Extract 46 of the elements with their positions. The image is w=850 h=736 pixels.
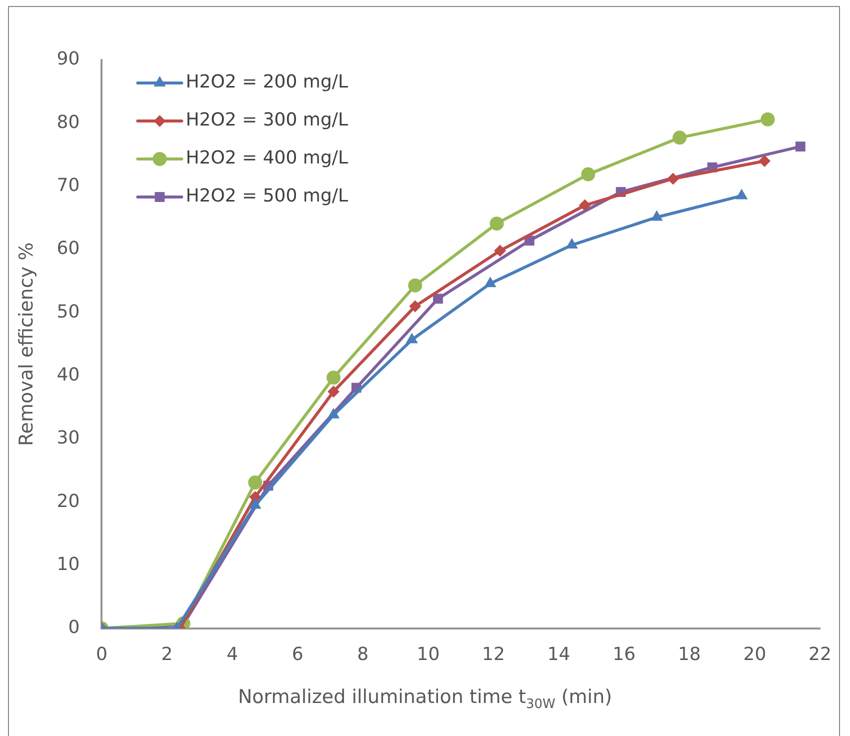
x-tick-label: 18 bbox=[678, 644, 701, 665]
y-tick-label: 40 bbox=[56, 364, 80, 386]
x-tick-label: 20 bbox=[743, 644, 766, 665]
point bbox=[672, 130, 687, 145]
legend-label: H2O2 = 400 mg/L bbox=[186, 148, 348, 169]
x-tick-label: 22 bbox=[808, 644, 832, 665]
point bbox=[326, 370, 341, 385]
x-tick-label: 12 bbox=[482, 644, 505, 665]
point bbox=[566, 238, 578, 249]
y-tick-label: 0 bbox=[68, 617, 80, 638]
y-tick-label: 90 bbox=[56, 48, 80, 70]
y-axis-title: Removal efficiency % bbox=[15, 242, 38, 446]
y-tick-label: 70 bbox=[56, 174, 80, 196]
legend-label: H2O2 = 500 mg/L bbox=[186, 186, 348, 207]
y-tick-label: 60 bbox=[56, 238, 80, 260]
x-tick-label: 0 bbox=[96, 644, 108, 665]
point bbox=[490, 216, 504, 231]
point bbox=[758, 155, 770, 168]
y-tick-label: 80 bbox=[56, 112, 80, 133]
y-tick-label: 10 bbox=[56, 554, 80, 575]
point bbox=[760, 112, 775, 126]
point bbox=[578, 199, 591, 212]
point bbox=[484, 276, 496, 288]
legend-label: H2O2 = 200 mg/L bbox=[186, 72, 348, 93]
x-tick-label: 14 bbox=[547, 644, 570, 665]
x-tick-label: 16 bbox=[612, 644, 636, 665]
x-tick-label: 2 bbox=[161, 644, 173, 665]
point bbox=[433, 294, 443, 304]
x-axis-title: Normalized illumination time t$_{30W}$ (min) bbox=[236, 686, 614, 712]
y-tick-label: 30 bbox=[56, 428, 80, 449]
point bbox=[409, 300, 422, 312]
y-tick-label: 50 bbox=[56, 301, 80, 322]
point bbox=[406, 332, 418, 344]
y-tick-label: 20 bbox=[56, 490, 80, 512]
point bbox=[667, 172, 680, 185]
point bbox=[249, 498, 262, 509]
point bbox=[494, 244, 506, 257]
point bbox=[327, 408, 340, 418]
x-tick-label: 10 bbox=[416, 644, 440, 665]
point bbox=[408, 278, 422, 292]
x-tick-label: 6 bbox=[292, 644, 304, 665]
x-tick-label: 8 bbox=[357, 644, 369, 665]
point bbox=[581, 167, 596, 182]
legend-label: H2O2 = 300 mg/L bbox=[186, 110, 348, 131]
x-tick-label: 4 bbox=[226, 644, 238, 665]
point bbox=[795, 142, 806, 152]
